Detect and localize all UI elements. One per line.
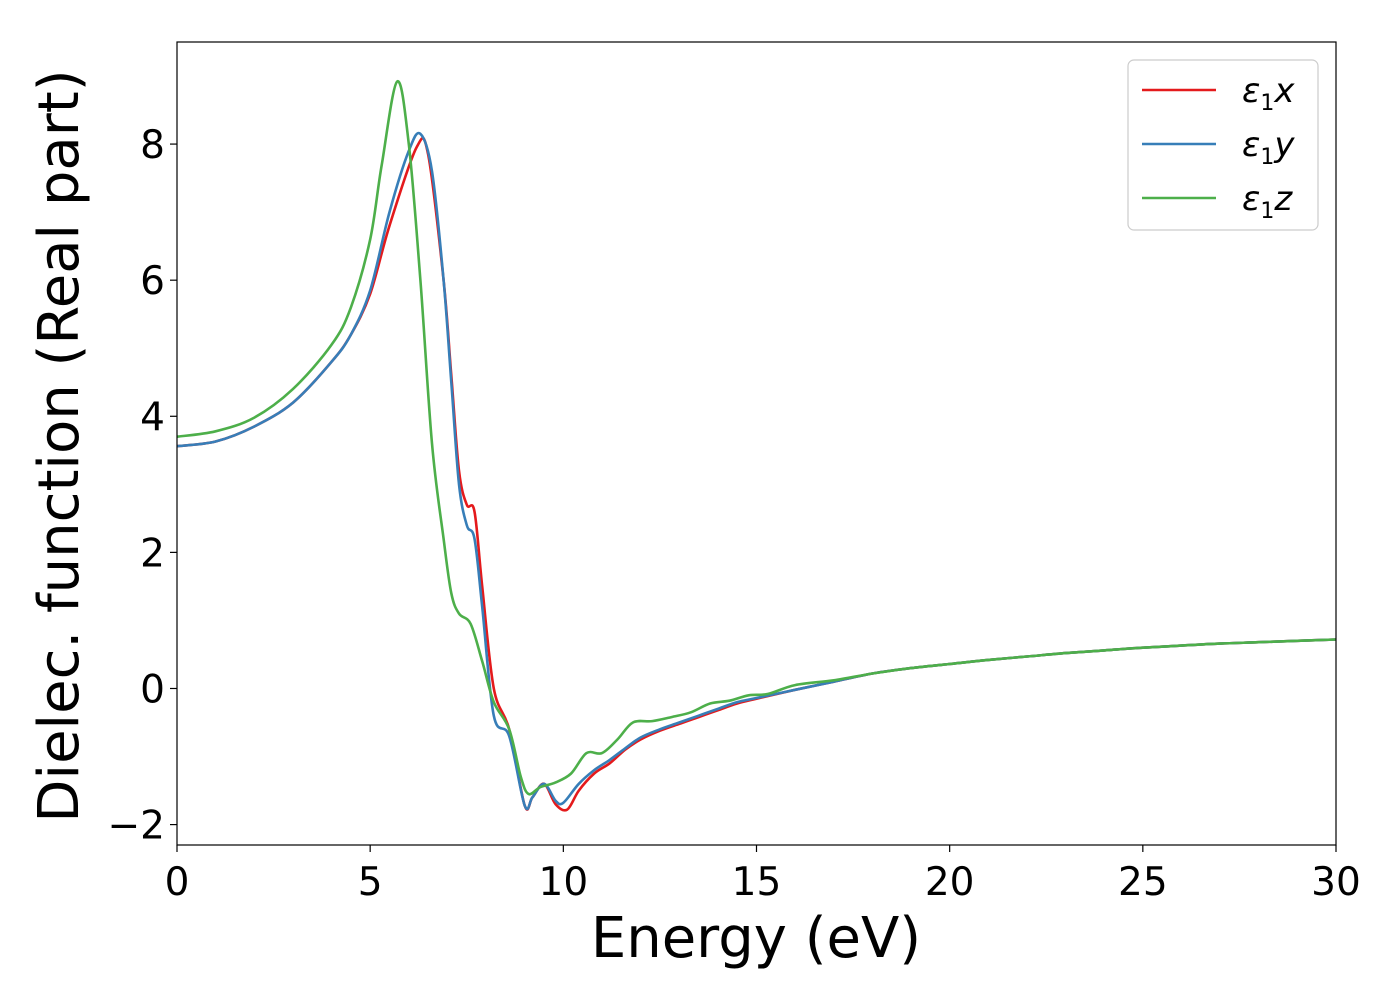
y-tick-label: −2 (108, 804, 166, 849)
x-axis-title: Energy (eV) (591, 906, 921, 971)
legend-label-x: ε1x (1242, 71, 1295, 116)
x-tick-label: 10 (539, 860, 589, 905)
legend-label-y: ε1y (1242, 125, 1295, 170)
x-tick-label: 25 (1118, 860, 1168, 905)
series-line-y (177, 131, 1336, 811)
y-tick-label: 6 (140, 259, 165, 304)
x-tick-label: 5 (358, 860, 383, 905)
series-line-z (177, 80, 1336, 796)
y-tick-label: 8 (140, 123, 165, 168)
legend: ε1x ε1y ε1z (1127, 59, 1319, 231)
series-line-x (177, 136, 1336, 812)
y-tick-label: 0 (140, 667, 165, 712)
y-tick-label: 4 (140, 395, 165, 440)
x-tick-label: 20 (925, 860, 975, 905)
y-axis-title: Dielec. function (Real part) (27, 69, 92, 822)
x-tick-label: 15 (732, 860, 782, 905)
series-layer (177, 80, 1336, 812)
y-axis-ticks: −2 0 2 4 6 8 (108, 123, 177, 849)
y-tick-label: 2 (140, 531, 165, 576)
x-axis-ticks: 0 5 10 15 20 25 30 (165, 845, 1361, 905)
x-tick-label: 0 (165, 860, 190, 905)
legend-label-z: ε1z (1242, 179, 1293, 224)
x-tick-label: 30 (1311, 860, 1361, 905)
legend-frame (1127, 59, 1319, 231)
